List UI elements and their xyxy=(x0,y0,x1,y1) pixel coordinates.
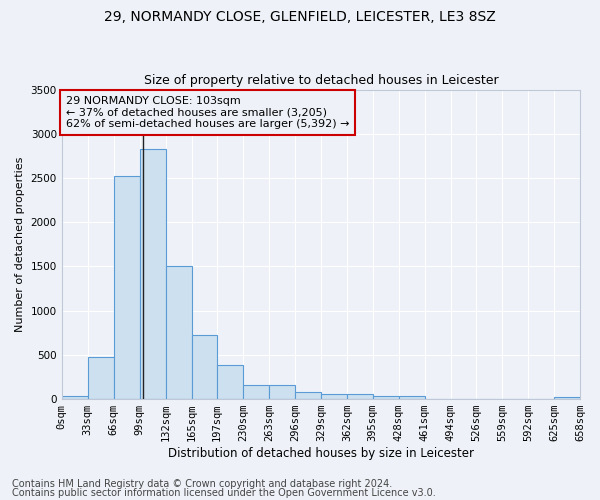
Title: Size of property relative to detached houses in Leicester: Size of property relative to detached ho… xyxy=(143,74,498,87)
Bar xyxy=(295,392,321,399)
Bar xyxy=(243,386,269,399)
Bar xyxy=(191,334,217,399)
X-axis label: Distribution of detached houses by size in Leicester: Distribution of detached houses by size … xyxy=(168,447,474,460)
Bar xyxy=(166,266,191,399)
Bar xyxy=(321,394,347,399)
Bar xyxy=(373,396,399,399)
Bar xyxy=(88,356,113,399)
Bar xyxy=(554,398,580,399)
Text: Contains public sector information licensed under the Open Government Licence v3: Contains public sector information licen… xyxy=(12,488,436,498)
Bar xyxy=(140,149,166,399)
Bar xyxy=(62,396,88,399)
Bar xyxy=(399,396,425,399)
Y-axis label: Number of detached properties: Number of detached properties xyxy=(15,156,25,332)
Bar xyxy=(269,386,295,399)
Text: 29 NORMANDY CLOSE: 103sqm
← 37% of detached houses are smaller (3,205)
62% of se: 29 NORMANDY CLOSE: 103sqm ← 37% of detac… xyxy=(65,96,349,129)
Bar xyxy=(113,176,140,399)
Text: 29, NORMANDY CLOSE, GLENFIELD, LEICESTER, LE3 8SZ: 29, NORMANDY CLOSE, GLENFIELD, LEICESTER… xyxy=(104,10,496,24)
Bar xyxy=(217,364,243,399)
Text: Contains HM Land Registry data © Crown copyright and database right 2024.: Contains HM Land Registry data © Crown c… xyxy=(12,479,392,489)
Bar xyxy=(347,394,373,399)
